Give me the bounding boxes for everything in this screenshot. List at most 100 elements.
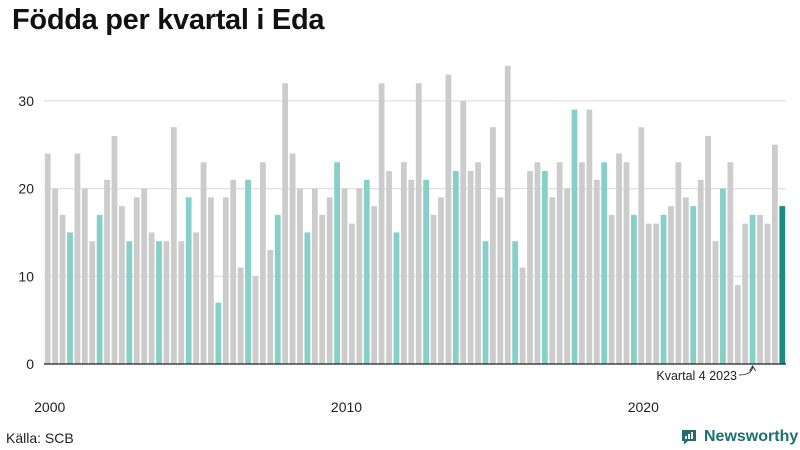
bar-2022-q3 [712, 241, 719, 364]
y-tick-label: 10 [18, 268, 34, 284]
bar-2008-q2 [289, 153, 296, 364]
bar-2004-q1 [163, 241, 170, 364]
bar-2005-q4 [215, 302, 222, 364]
bar-2010-q1 [341, 188, 348, 364]
bar-2007-q2 [259, 162, 266, 364]
bar-2018-q4 [601, 162, 608, 364]
bar-2020-q1 [638, 127, 645, 365]
bar-2001-q1 [74, 153, 81, 364]
bar-2014-q4 [482, 241, 489, 364]
bar-2023-q1 [727, 162, 734, 364]
annotation-arrow [738, 366, 754, 376]
bar-2004-q3 [178, 241, 185, 364]
bar-chart: 0 10 20 30 2000 2010 2020 Kvartal 4 2023 [18, 65, 786, 415]
bar-2009-q3 [326, 197, 333, 364]
bar-2006-q2 [230, 179, 237, 364]
bar-2014-q1 [460, 100, 467, 364]
bar-2008-q3 [297, 188, 303, 364]
bar-2000-q4 [67, 232, 73, 364]
y-tick-label: 30 [18, 93, 34, 109]
bar-2005-q1 [193, 232, 200, 364]
bar-2011-q3 [386, 171, 392, 364]
bar-2012-q1 [400, 162, 407, 364]
bar-2022-q1 [697, 179, 704, 364]
bar-2000-q2 [52, 188, 59, 364]
bar-2015-q3 [504, 65, 511, 365]
bar-2001-q4 [96, 214, 103, 364]
bar-2021-q4 [690, 206, 697, 364]
bar-2018-q3 [593, 179, 600, 364]
bar-2006-q3 [237, 267, 244, 364]
bar-2003-q1 [133, 197, 140, 364]
bar-2017-q2 [556, 162, 563, 364]
bar-2002-q4 [126, 241, 133, 364]
bar-2021-q1 [668, 206, 674, 364]
bar-2021-q3 [682, 197, 689, 364]
bar-2016-q2 [527, 171, 533, 364]
bar-2011-q1 [371, 206, 378, 364]
bar-2002-q2 [111, 135, 118, 364]
bar-2024-q1 [757, 214, 763, 364]
bar-2006-q4 [245, 179, 251, 364]
brand-logo: Newsworthy [680, 425, 798, 449]
bar-2012-q3 [415, 83, 422, 365]
bar-2017-q4 [571, 109, 578, 364]
bar-2008-q1 [282, 83, 289, 365]
bar-2023-q3 [742, 223, 749, 364]
source-note: Källa: SCB [6, 430, 74, 446]
bar-2018-q1 [579, 162, 585, 364]
y-tick-label: 20 [18, 181, 34, 197]
bar-2016-q1 [519, 267, 526, 364]
x-tick-label: 2000 [34, 399, 65, 415]
bar-2015-q2 [497, 197, 504, 364]
bar-2010-q3 [356, 188, 363, 364]
bar-2006-q1 [222, 197, 229, 364]
x-axis-tick-labels: 2000 2010 2020 [34, 399, 659, 415]
bar-2014-q2 [467, 171, 474, 364]
bar-2020-q3 [653, 223, 660, 364]
bar-2019-q2 [616, 153, 622, 364]
bar-2004-q4 [185, 197, 192, 364]
bar-2014-q3 [475, 162, 481, 364]
bar-2019-q3 [623, 162, 630, 364]
bar-2013-q2 [438, 197, 444, 364]
bar-2009-q1 [311, 188, 318, 364]
x-tick-label: 2010 [331, 399, 362, 415]
bar-2013-q3 [445, 74, 452, 365]
bar-2012-q4 [423, 179, 430, 364]
chart-title: Födda per kvartal i Eda [12, 4, 325, 36]
brand-name: Newsworthy [704, 428, 799, 445]
bar-2018-q2 [586, 109, 593, 364]
bar-2013-q1 [430, 214, 437, 364]
bar-2024-q4 [779, 206, 786, 364]
bar-2011-q4 [393, 232, 400, 364]
bar-2008-q4 [304, 232, 311, 364]
bar-2024-q2 [764, 223, 771, 364]
bar-2012-q2 [408, 179, 415, 364]
bar-2011-q2 [378, 83, 385, 365]
bar-2005-q2 [200, 162, 207, 364]
bar-2010-q4 [363, 179, 370, 364]
bar-2005-q3 [208, 197, 214, 364]
bar-2003-q3 [148, 232, 155, 364]
annotation-arrowhead [749, 365, 757, 372]
bar-2007-q1 [252, 276, 259, 364]
bar-2024-q3 [771, 144, 778, 364]
bar-2019-q1 [608, 214, 615, 364]
y-axis-tick-labels: 0 10 20 30 [18, 93, 34, 372]
bar-2007-q3 [267, 249, 274, 364]
newsworthy-logo-icon [682, 430, 696, 445]
bar-2015-q4 [512, 241, 519, 364]
bar-2010-q2 [349, 223, 355, 364]
bar-2023-q4 [749, 214, 756, 364]
bar-2022-q4 [720, 188, 726, 364]
bar-2019-q4 [630, 214, 637, 364]
bar-2015-q1 [490, 127, 496, 365]
x-tick-label: 2020 [628, 399, 659, 415]
bar-2016-q4 [541, 171, 548, 364]
bar-2022-q2 [705, 135, 711, 364]
bar-2000-q1 [44, 153, 51, 364]
bars [44, 65, 786, 365]
annotation: Kvartal 4 2023 [656, 365, 757, 383]
bar-2002-q1 [104, 179, 110, 364]
